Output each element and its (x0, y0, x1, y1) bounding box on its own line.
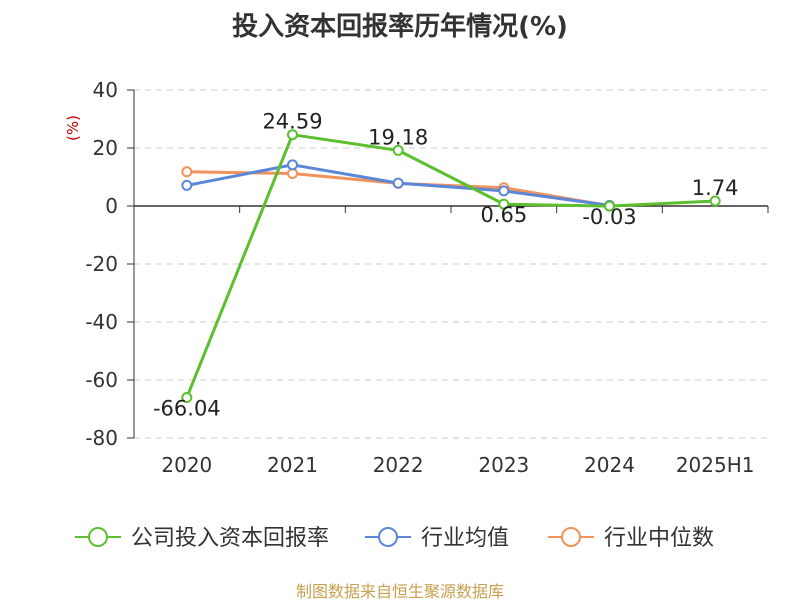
y-axis-label: (%) (64, 115, 82, 141)
data-point (604, 200, 615, 212)
data-point (392, 144, 404, 156)
x-tick-label: 2025H1 (676, 453, 755, 477)
x-tick-label: 2024 (584, 453, 635, 477)
y-tick-label: -40 (85, 310, 118, 334)
y-tick-label: -20 (85, 252, 118, 276)
legend-label: 公司投入资本回报率 (131, 526, 329, 551)
data-label: -66.04 (153, 397, 221, 421)
x-tick-label: 2021 (267, 453, 318, 477)
data-label: -0.03 (582, 205, 636, 229)
legend[interactable]: 公司投入资本回报率 行业均值 行业中位数 (75, 526, 714, 551)
legend-item[interactable]: 行业均值 (365, 526, 509, 551)
data-labels: -66.04 24.59 19.18 0.65 -0.03 1.74 (153, 110, 739, 421)
source-note: 制图数据来自恒生聚源数据库 (295, 582, 504, 601)
data-point (392, 177, 404, 189)
data-label: 24.59 (262, 110, 322, 134)
legend-label: 行业中位数 (604, 526, 714, 551)
series-lines (181, 129, 721, 404)
data-point (181, 392, 193, 404)
legend-marker (88, 527, 108, 547)
data-point (287, 129, 298, 141)
data-label: 19.18 (368, 125, 428, 149)
legend-marker (378, 527, 398, 547)
axes: -80 -60 -40 -20 0 20 40 2020 2021 2022 2023 2024 202… (64, 78, 769, 477)
x-tick-label: 2023 (478, 453, 529, 477)
data-point (287, 168, 298, 180)
x-tick-label: 2020 (161, 453, 212, 477)
data-point (181, 166, 193, 178)
y-tick-label: -80 (85, 426, 118, 450)
data-point (498, 198, 510, 210)
legend-item[interactable]: 公司投入资本回报率 (75, 526, 329, 551)
y-tick-label: 0 (105, 194, 118, 218)
data-label: 1.74 (692, 176, 739, 200)
data-point (498, 185, 510, 197)
y-tick-label: -60 (85, 368, 118, 392)
grid-lines (134, 89, 768, 439)
legend-label: 行业均值 (421, 526, 509, 551)
x-tick-label: 2022 (373, 453, 424, 477)
legend-item[interactable]: 行业中位数 (548, 526, 714, 551)
data-point (709, 195, 721, 207)
legend-marker (561, 527, 581, 547)
data-label: 0.65 (480, 203, 527, 227)
data-point (287, 159, 298, 171)
y-tick-label: 20 (93, 136, 118, 160)
y-tick-label: 40 (93, 78, 118, 102)
series-line (185, 133, 716, 399)
chart-title: 投入资本回报率历年情况(%) (232, 12, 568, 42)
data-point (181, 179, 193, 191)
